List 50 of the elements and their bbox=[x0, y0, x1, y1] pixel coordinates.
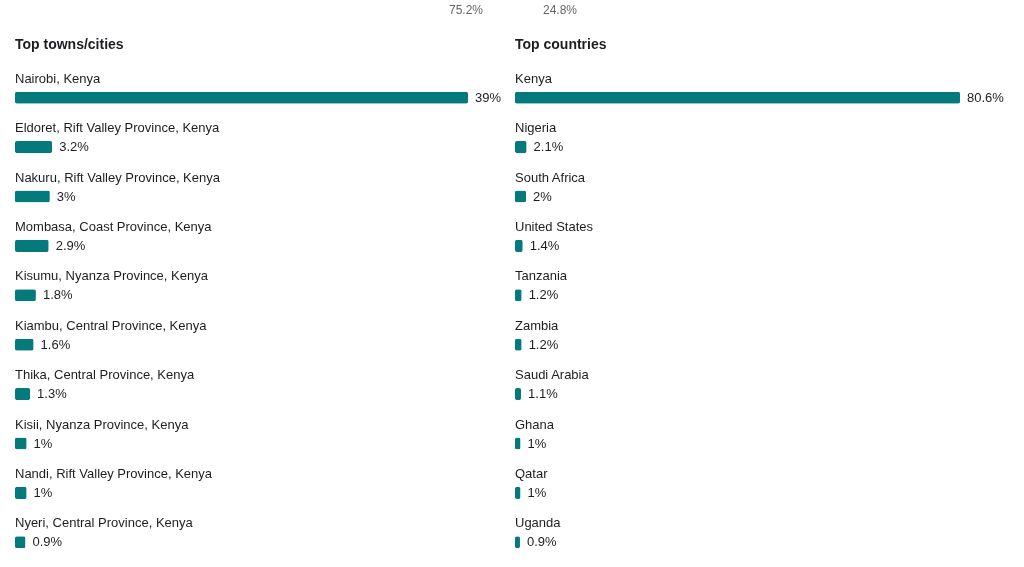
category-label: Qatar bbox=[515, 465, 548, 481]
category-label: Kenya bbox=[515, 70, 552, 86]
bar bbox=[515, 91, 960, 104]
category-label: Tanzania bbox=[515, 268, 568, 284]
text: 24.8% bbox=[542, 3, 578, 17]
category-label: United States bbox=[515, 218, 594, 234]
category-label: Thika, Central Province, Kenya bbox=[15, 367, 195, 383]
data-label: 3% bbox=[56, 188, 77, 204]
data-label: 3.2% bbox=[59, 139, 90, 155]
category-label: Zambia bbox=[515, 317, 559, 333]
data-label: 1.1% bbox=[528, 386, 559, 402]
data-label: 2% bbox=[533, 188, 553, 204]
category-label: Eldoret, Rift Valley Province, Kenya bbox=[15, 120, 220, 136]
data-label: 1.3% bbox=[37, 386, 68, 402]
category-label: Nigeria bbox=[515, 120, 557, 136]
bar bbox=[15, 91, 468, 104]
category-label: Kisii, Nyanza Province, Kenya bbox=[15, 416, 189, 432]
chart-title: Top towns/cities bbox=[15, 36, 124, 52]
category-label: Mombasa, Coast Province, Kenya bbox=[15, 218, 212, 234]
data-label: 1% bbox=[527, 484, 547, 500]
data-label: 80.6% bbox=[967, 89, 1005, 105]
data-label: 2.1% bbox=[533, 139, 564, 155]
data-label: 0.9% bbox=[526, 534, 558, 550]
bar bbox=[15, 239, 49, 252]
category-label: Nyeri, Central Province, Kenya bbox=[15, 515, 193, 531]
category-label: Kisumu, Nyanza Province, Kenya bbox=[15, 268, 208, 284]
category-label: Ghana bbox=[515, 416, 555, 432]
category-label: South Africa bbox=[515, 169, 586, 185]
category-label: Nakuru, Rift Valley Province, Kenya bbox=[15, 169, 220, 185]
text: 75.2% bbox=[448, 3, 484, 17]
data-label: 1.2% bbox=[528, 336, 559, 352]
data-label: 1.2% bbox=[528, 287, 559, 303]
category-label: Saudi Arabia bbox=[515, 367, 589, 383]
data-label: 1.4% bbox=[529, 237, 560, 253]
category-label: Nandi, Rift Valley Province, Kenya bbox=[15, 465, 213, 481]
data-label: 0.9% bbox=[32, 534, 63, 550]
bar bbox=[15, 486, 27, 499]
data-label: 1% bbox=[33, 435, 53, 451]
bar bbox=[15, 388, 31, 401]
bar bbox=[15, 141, 53, 154]
category-label: Uganda bbox=[515, 515, 561, 531]
data-label: 1.8% bbox=[42, 287, 73, 303]
data-label: 2.9% bbox=[55, 237, 86, 253]
data-label: 1.6% bbox=[40, 336, 71, 352]
data-label: 39% bbox=[475, 89, 502, 105]
category-label: Nairobi, Kenya bbox=[15, 70, 101, 86]
chart-title: Top countries bbox=[515, 36, 607, 52]
data-label: 1% bbox=[527, 435, 547, 451]
category-label: Kiambu, Central Province, Kenya bbox=[15, 317, 207, 333]
data-label: 1% bbox=[33, 484, 53, 500]
